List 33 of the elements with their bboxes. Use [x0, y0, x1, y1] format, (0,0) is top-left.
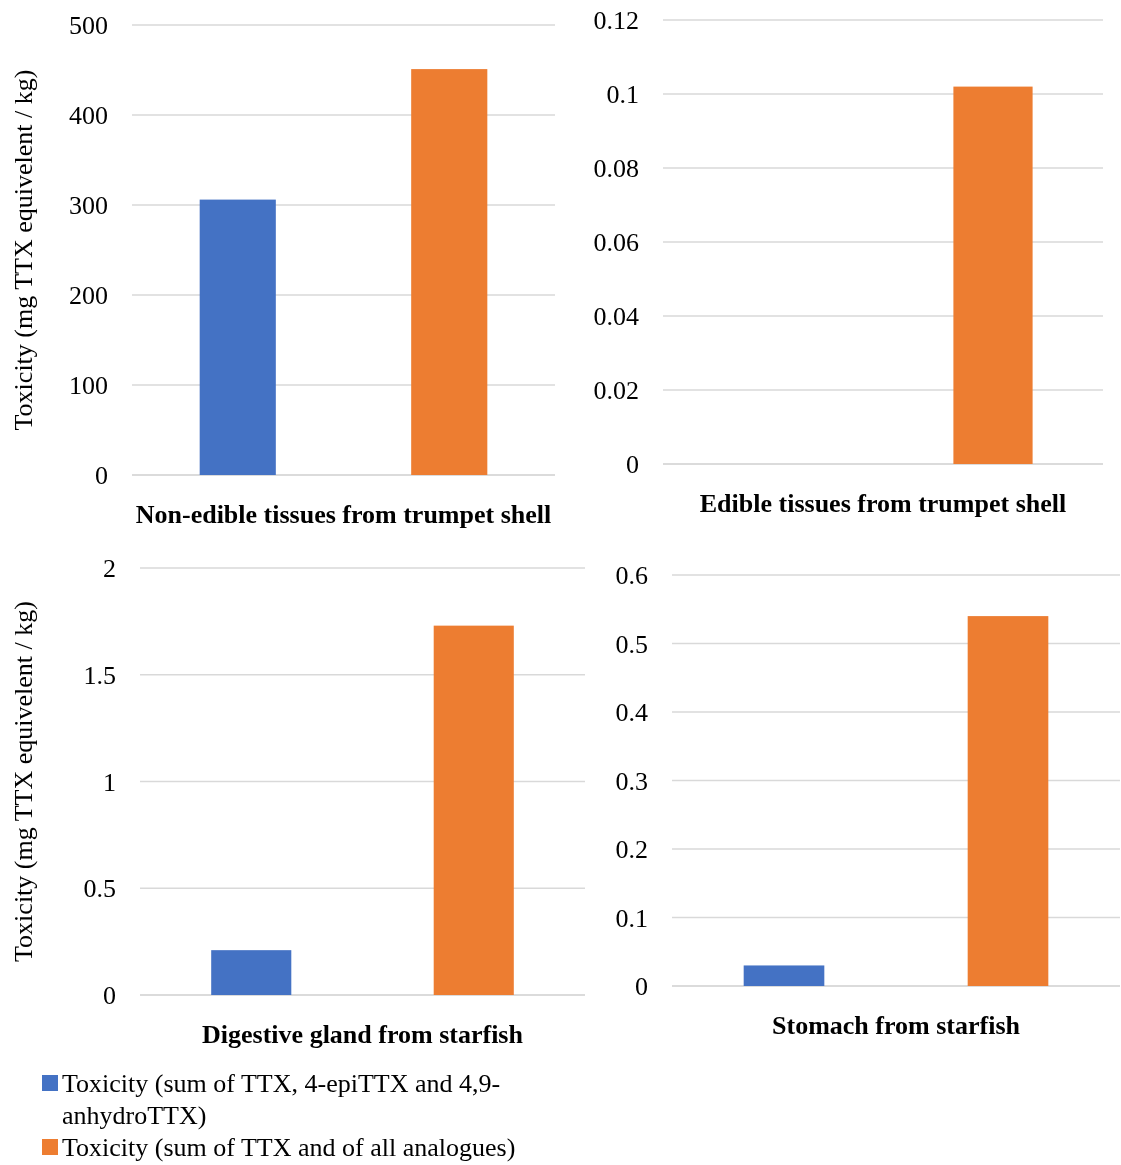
y-tick-label: 0	[626, 450, 639, 480]
y-tick-label: 0.4	[615, 698, 648, 728]
y-tick-label: 400	[69, 101, 108, 131]
y-tick-label: 100	[69, 371, 108, 401]
y-tick-label: 300	[69, 191, 108, 221]
legend-label: Toxicity (sum of TTX, 4-epiTTX and 4,9-anhydroTTX)	[62, 1069, 501, 1131]
y-axis-title: Toxicity (mg TTX equivelent / kg)	[9, 69, 38, 431]
y-tick-label: 0.2	[615, 835, 648, 865]
y-tick-label: 0.1	[615, 903, 648, 933]
y-axis-title: Toxicity (mg TTX equivelent / kg)	[9, 601, 38, 962]
y-tick-label: 0.12	[593, 6, 639, 36]
x-axis-title: Digestive gland from starfish	[202, 1020, 524, 1049]
y-tick-label: 0.04	[593, 302, 639, 332]
y-tick-label: 0.5	[615, 629, 648, 659]
x-axis-title: Edible tissues from trumpet shell	[699, 489, 1067, 518]
y-tick-label: 500	[69, 11, 108, 41]
y-tick-label: 200	[69, 281, 108, 311]
y-tick-label: 0	[95, 461, 108, 491]
y-tick-label: 0.02	[593, 376, 639, 406]
y-tick-label: 0.3	[615, 766, 648, 796]
y-tick-label: 0.1	[606, 80, 639, 110]
y-tick-label: 0	[103, 981, 116, 1011]
y-tick-label: 0.06	[593, 228, 639, 258]
y-tick-label: 2	[103, 554, 116, 584]
y-tick-label: 0	[635, 972, 648, 1002]
y-tick-label: 1	[103, 767, 116, 797]
y-tick-label: 0.6	[615, 561, 648, 591]
x-axis-title: Stomach from starfish	[772, 1011, 1021, 1040]
legend-label: Toxicity (sum of TTX and of all analogues)	[62, 1133, 516, 1163]
y-tick-label: 0.08	[593, 154, 639, 184]
y-tick-label: 0.5	[83, 874, 116, 904]
y-tick-label: 1.5	[83, 660, 116, 690]
x-axis-title: Non-edible tissues from trumpet shell	[135, 500, 552, 529]
